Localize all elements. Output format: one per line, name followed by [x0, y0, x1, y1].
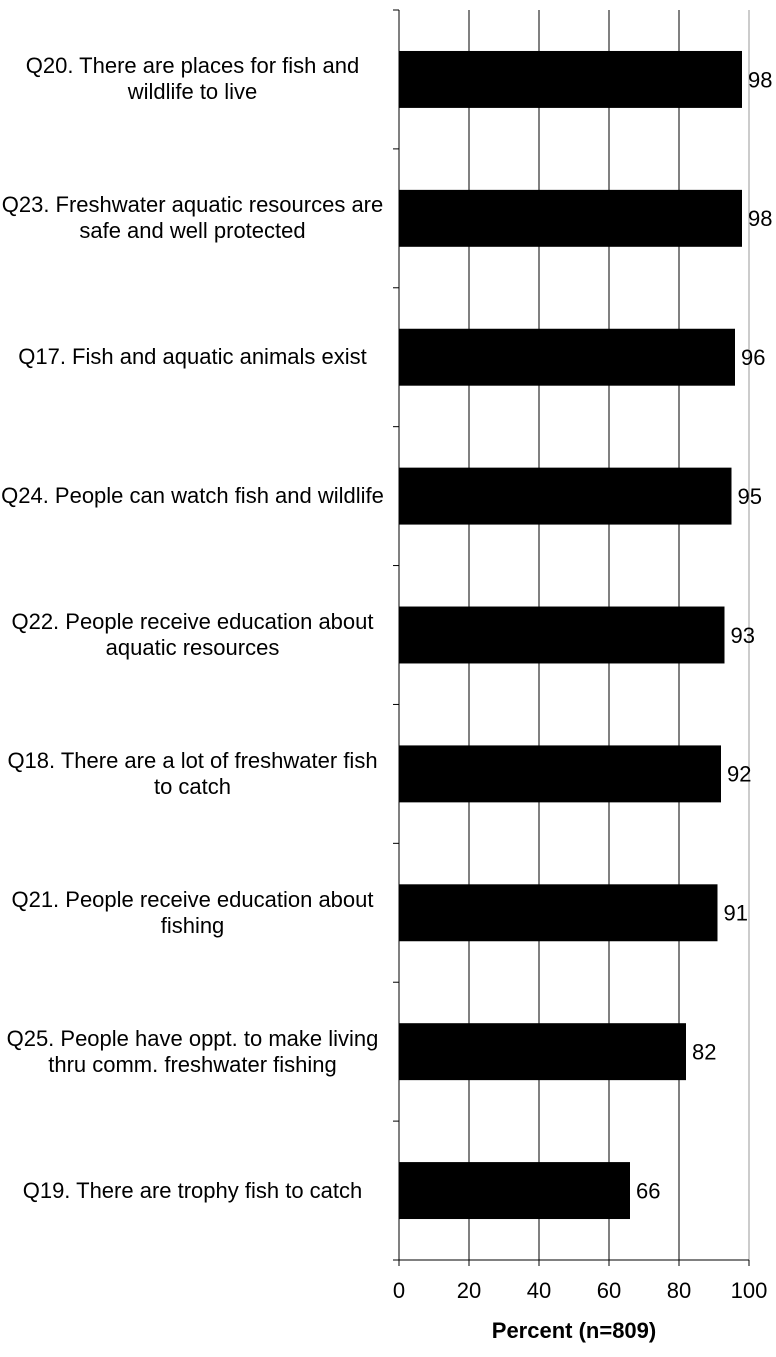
bar — [399, 467, 732, 525]
y-tick-label: Q17. Fish and aquatic animals exist — [18, 344, 367, 370]
value-label: 93 — [731, 623, 755, 648]
value-label: 92 — [727, 762, 751, 787]
value-label: 91 — [724, 901, 748, 926]
bar — [399, 189, 742, 247]
value-label: 95 — [738, 484, 762, 509]
value-label: 98 — [748, 206, 772, 231]
x-tick-label: 20 — [457, 1278, 481, 1303]
bar — [399, 884, 718, 942]
y-tick-label: Q23. Freshwater aquatic resources are sa… — [1, 192, 384, 244]
x-tick-label: 80 — [667, 1278, 691, 1303]
value-label: 82 — [692, 1039, 716, 1064]
y-tick-label: Q18. There are a lot of freshwater fish … — [7, 747, 378, 799]
x-tick-label: 60 — [597, 1278, 621, 1303]
y-tick-label: Q21. People receive education about fish… — [11, 886, 374, 938]
y-tick-label: Q25. People have oppt. to make living th… — [6, 1025, 379, 1077]
bar — [399, 1023, 686, 1081]
value-label: 98 — [748, 67, 772, 92]
x-axis-label: Percent (n=809) — [492, 1318, 656, 1343]
value-label: 66 — [636, 1178, 660, 1203]
x-tick-label: 0 — [393, 1278, 405, 1303]
bar — [399, 328, 735, 386]
value-label: 96 — [741, 345, 765, 370]
bar — [399, 1162, 630, 1220]
y-tick-label: Q24. People can watch fish and wildlife — [1, 483, 384, 509]
bar — [399, 606, 725, 664]
y-tick-label: Q20. There are places for fish and wildl… — [25, 53, 360, 105]
bar — [399, 50, 742, 108]
bar — [399, 745, 721, 803]
x-tick-label: 40 — [527, 1278, 551, 1303]
x-tick-label: 100 — [731, 1278, 768, 1303]
y-tick-label: Q19. There are trophy fish to catch — [22, 1177, 363, 1203]
y-tick-label: Q22. People receive education about aqua… — [11, 609, 374, 660]
